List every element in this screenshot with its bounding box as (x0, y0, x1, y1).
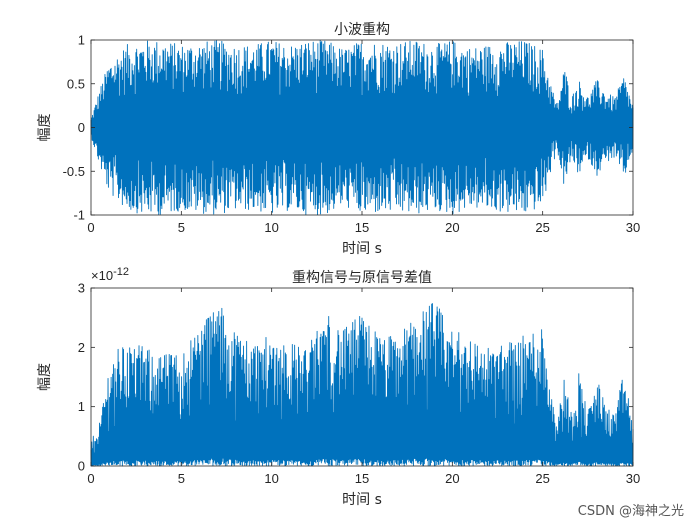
y-tick-label: 0 (78, 459, 85, 474)
x-tick-label: 10 (264, 471, 278, 486)
x-tick-label: 30 (626, 471, 640, 486)
watermark: CSDN @海神之光 (577, 504, 684, 519)
x-tick-label: 5 (178, 220, 185, 235)
chart-title: 重构信号与原信号差值 (292, 270, 432, 286)
x-tick-label: 0 (87, 220, 94, 235)
y-axis-label: 幅度 (37, 363, 53, 391)
y-exponent-power: -12 (113, 266, 129, 278)
y-tick-label: 2 (78, 340, 85, 355)
y-axis-label: 幅度 (37, 114, 53, 142)
x-axis-label: 时间 s (342, 241, 382, 257)
signal-series-line (90, 303, 634, 467)
y-tick-label: 1 (78, 33, 85, 48)
y-tick-label: -0.5 (63, 164, 85, 179)
x-tick-label: 25 (535, 471, 549, 486)
y-tick-label: 0 (78, 120, 85, 135)
x-tick-label: 20 (445, 471, 459, 486)
x-tick-label: 10 (264, 220, 278, 235)
y-tick-label: 0.5 (67, 76, 85, 91)
x-tick-label: 20 (445, 220, 459, 235)
x-tick-label: 30 (626, 220, 640, 235)
x-axis-label: 时间 s (342, 492, 382, 508)
chart-title: 小波重构 (334, 22, 390, 38)
y-exponent-label: ×10-12 (91, 266, 129, 283)
signal-series-line (90, 39, 634, 216)
x-tick-label: 15 (355, 471, 369, 486)
y-tick-label: 1 (78, 399, 85, 414)
y-tick-label: 3 (78, 281, 85, 296)
x-tick-label: 0 (87, 471, 94, 486)
x-tick-label: 5 (178, 471, 185, 486)
x-tick-label: 15 (355, 220, 369, 235)
y-tick-label: -1 (73, 208, 85, 223)
x-tick-label: 25 (535, 220, 549, 235)
